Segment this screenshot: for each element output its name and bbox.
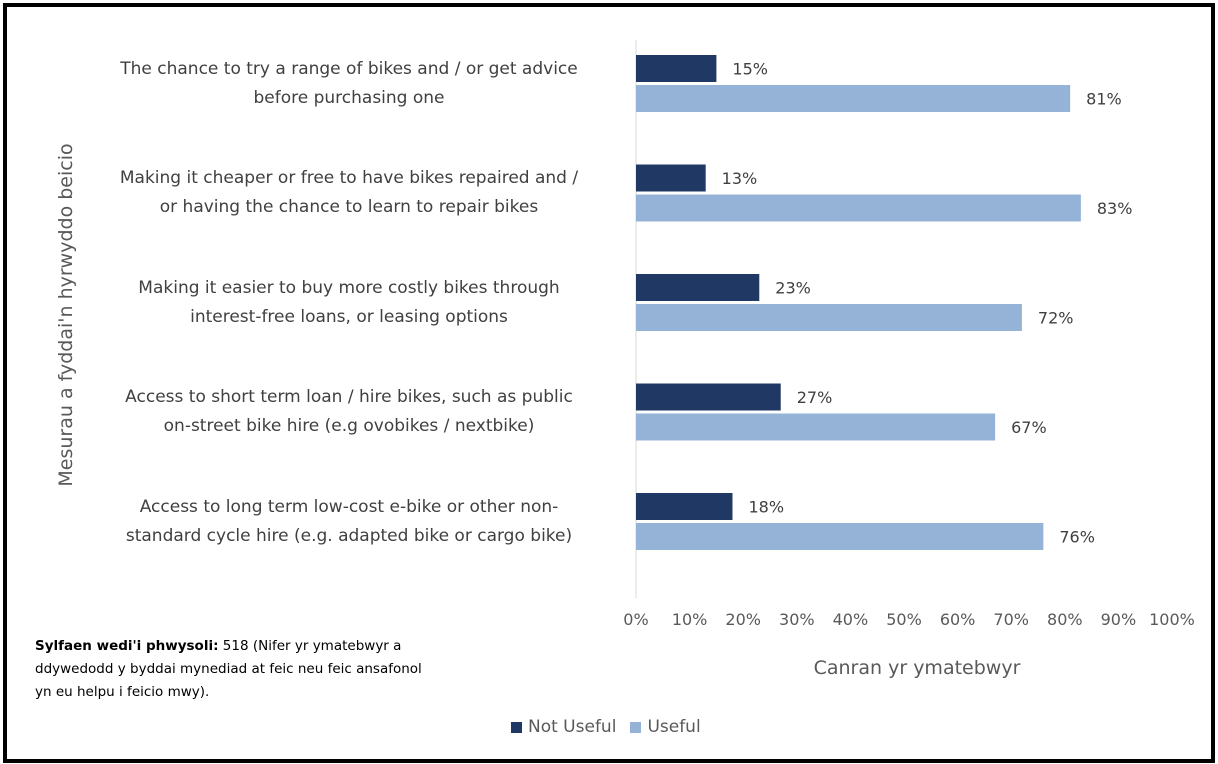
x-tick-label: 0% <box>623 610 648 629</box>
x-tick-label: 100% <box>1149 610 1195 629</box>
x-tick-label: 30% <box>779 610 815 629</box>
legend-swatch-not-useful <box>511 721 522 733</box>
category-label-line: Access to long term low-cost e-bike or o… <box>139 496 559 517</box>
category-label-line: or having the chance to learn to repair … <box>159 197 539 217</box>
category-label: Access to long term low-cost e-bike or o… <box>84 493 614 551</box>
legend-label-not-useful: Not Useful <box>528 717 617 737</box>
category-label-line: Making it cheaper or free to have bikes … <box>119 168 579 188</box>
x-tick-label: 10% <box>672 610 708 629</box>
x-tick-label: 20% <box>725 610 761 629</box>
bar-useful <box>636 304 1022 331</box>
data-label-not-useful: 13% <box>722 169 758 188</box>
data-label-useful: 72% <box>1038 309 1074 328</box>
base-note-text: 518 (Nifer yr ymatebwyr a ddywedodd y by… <box>35 638 422 700</box>
data-label-useful: 76% <box>1059 528 1095 547</box>
base-note-label: Sylfaen wedi'i phwysoli: <box>35 638 219 654</box>
x-tick-label: 80% <box>1047 610 1083 629</box>
bar-useful <box>636 523 1044 550</box>
category-label: Making it cheaper or free to have bikes … <box>84 164 614 222</box>
category-label-line: on-street bike hire (e.g ovobikes / next… <box>163 416 535 436</box>
legend-item-not-useful: Not Useful <box>511 717 616 737</box>
legend-label-useful: Useful <box>647 717 701 737</box>
data-label-useful: 67% <box>1011 418 1047 437</box>
category-label-line: interest-free loans, or leasing options <box>190 306 508 327</box>
legend-item-useful: Useful <box>630 717 701 737</box>
category-label-line: standard cycle hire (e.g. adapted bike o… <box>125 525 573 546</box>
x-axis-title: Canran yr ymatebwyr <box>813 657 1021 679</box>
bar-not-useful <box>636 55 717 82</box>
data-label-not-useful: 18% <box>748 498 784 517</box>
data-label-not-useful: 23% <box>775 279 811 298</box>
category-label: Making it easier to buy more costly bike… <box>84 274 614 332</box>
y-axis-title: Mesurau a fyddai'n hyrwyddo beicio <box>55 143 77 487</box>
base-note: Sylfaen wedi'i phwysoli: 518 (Nifer yr y… <box>35 635 435 704</box>
legend-swatch-useful <box>630 721 642 733</box>
chart-frame <box>3 3 1215 763</box>
data-label-not-useful: 27% <box>797 388 833 407</box>
data-label-useful: 83% <box>1097 199 1133 218</box>
category-label-line: Access to short term loan / hire bikes, … <box>125 387 573 407</box>
x-tick-label: 60% <box>940 610 976 629</box>
bar-useful <box>636 85 1071 112</box>
bar-useful <box>636 413 996 441</box>
category-label-line: Making it easier to buy more costly bike… <box>138 277 560 298</box>
x-tick-label: 40% <box>833 610 869 629</box>
category-label-line: before purchasing one <box>253 87 445 108</box>
bar-useful <box>636 194 1081 222</box>
data-label-useful: 81% <box>1086 90 1122 109</box>
x-tick-label: 50% <box>886 610 922 629</box>
bar-not-useful <box>636 383 781 411</box>
data-label-not-useful: 15% <box>732 60 768 79</box>
bar-not-useful <box>636 164 706 192</box>
bar-not-useful <box>636 274 760 301</box>
x-tick-label: 70% <box>993 610 1029 629</box>
category-label: Access to short term loan / hire bikes, … <box>84 383 614 441</box>
x-tick-label: 90% <box>1101 610 1137 629</box>
category-label-line: The chance to try a range of bikes and /… <box>120 58 578 79</box>
bar-not-useful <box>636 493 733 520</box>
category-label: The chance to try a range of bikes and /… <box>84 55 614 113</box>
legend: Not Useful Useful <box>511 717 715 737</box>
